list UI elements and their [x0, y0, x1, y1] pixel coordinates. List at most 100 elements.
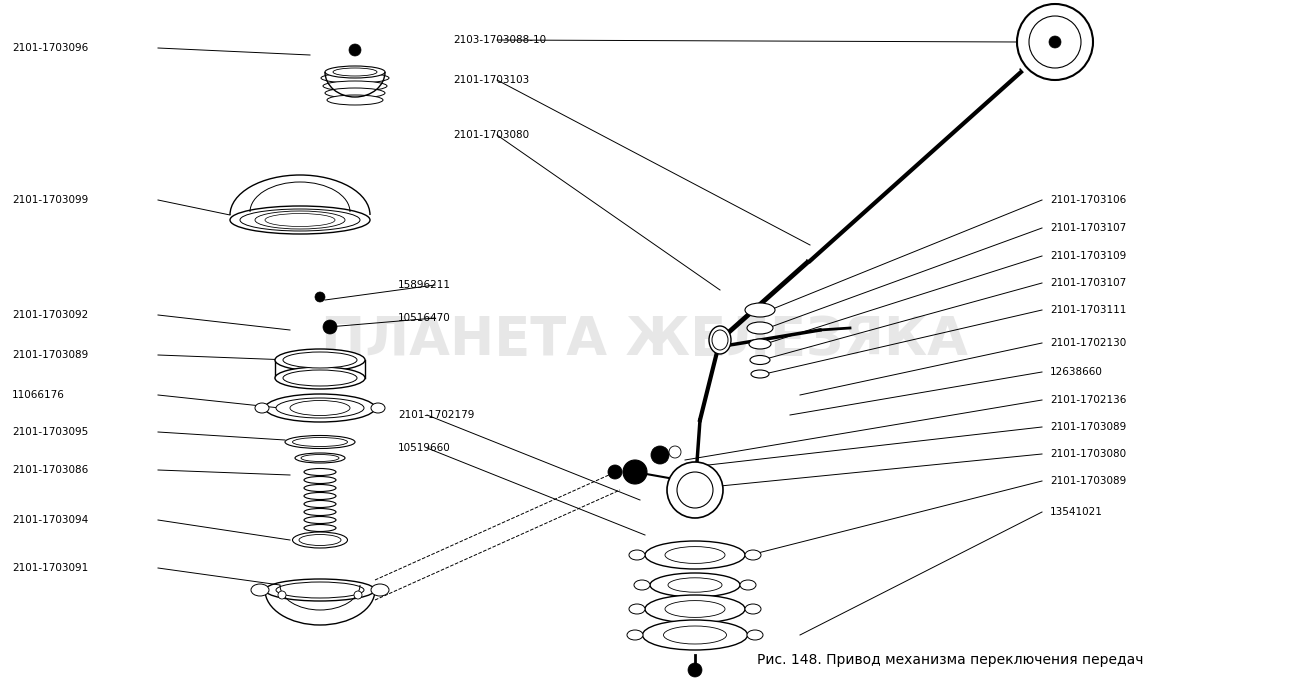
Text: 2101-1702130: 2101-1702130 [1050, 338, 1126, 348]
Ellipse shape [325, 88, 385, 98]
Text: 2101-1703103: 2101-1703103 [453, 75, 529, 85]
Text: 2101-1703099: 2101-1703099 [12, 195, 88, 205]
Circle shape [651, 446, 669, 464]
Text: 2101-1703106: 2101-1703106 [1050, 195, 1126, 205]
Circle shape [1017, 4, 1093, 80]
Ellipse shape [747, 322, 773, 334]
Ellipse shape [276, 398, 364, 418]
Text: 2101-1703092: 2101-1703092 [12, 310, 88, 320]
Text: 2103-1703088-10: 2103-1703088-10 [453, 35, 546, 45]
Text: 2101-1703089: 2101-1703089 [12, 350, 88, 360]
Ellipse shape [265, 579, 374, 601]
Ellipse shape [283, 352, 358, 368]
Circle shape [1050, 36, 1061, 48]
Text: 2101-1703089: 2101-1703089 [1050, 476, 1126, 486]
Ellipse shape [745, 550, 760, 560]
Circle shape [676, 472, 713, 508]
Ellipse shape [303, 477, 336, 484]
Ellipse shape [276, 582, 364, 598]
Circle shape [1029, 16, 1081, 68]
Ellipse shape [750, 355, 769, 365]
Ellipse shape [303, 516, 336, 523]
Circle shape [624, 460, 647, 484]
Ellipse shape [290, 401, 350, 415]
Ellipse shape [256, 211, 345, 229]
Text: 2101-1703096: 2101-1703096 [12, 43, 88, 53]
Ellipse shape [303, 468, 336, 475]
Circle shape [354, 591, 361, 599]
Ellipse shape [265, 213, 334, 227]
Ellipse shape [713, 330, 728, 350]
Ellipse shape [325, 66, 385, 78]
Ellipse shape [629, 604, 646, 614]
Ellipse shape [303, 525, 336, 532]
Ellipse shape [303, 500, 336, 507]
Circle shape [315, 292, 325, 302]
Text: 2101-1703094: 2101-1703094 [12, 515, 88, 525]
Ellipse shape [749, 339, 771, 349]
Ellipse shape [301, 454, 340, 461]
Text: 2101-1703095: 2101-1703095 [12, 427, 88, 437]
Text: Рис. 148. Привод механизма переключения передач: Рис. 148. Привод механизма переключения … [757, 653, 1144, 667]
Ellipse shape [303, 484, 336, 491]
Ellipse shape [321, 73, 389, 83]
Ellipse shape [664, 626, 727, 644]
Text: 2101-1703107: 2101-1703107 [1050, 278, 1126, 288]
Ellipse shape [285, 436, 355, 448]
Ellipse shape [240, 209, 360, 231]
Text: 2101-1703107: 2101-1703107 [1050, 223, 1126, 233]
Circle shape [688, 663, 702, 677]
Text: 2101-1703089: 2101-1703089 [1050, 422, 1126, 432]
Ellipse shape [629, 550, 646, 560]
Text: 11066176: 11066176 [12, 390, 65, 400]
Ellipse shape [265, 394, 374, 422]
Ellipse shape [250, 584, 269, 596]
Ellipse shape [293, 438, 347, 447]
Text: 2101-1702136: 2101-1702136 [1050, 395, 1126, 405]
Circle shape [349, 44, 361, 56]
Ellipse shape [293, 532, 347, 548]
Ellipse shape [327, 95, 383, 105]
Text: 2101-1703111: 2101-1703111 [1050, 305, 1126, 315]
Text: 10516470: 10516470 [398, 313, 451, 323]
Ellipse shape [667, 578, 722, 592]
Ellipse shape [303, 493, 336, 500]
Ellipse shape [230, 206, 371, 234]
Ellipse shape [296, 453, 345, 463]
Ellipse shape [333, 68, 377, 76]
Ellipse shape [371, 403, 385, 413]
Ellipse shape [665, 546, 726, 563]
Ellipse shape [300, 535, 341, 546]
Text: 2101-1703109: 2101-1703109 [1050, 251, 1126, 261]
Ellipse shape [745, 604, 760, 614]
Ellipse shape [371, 584, 389, 596]
Ellipse shape [649, 573, 740, 597]
Circle shape [669, 446, 680, 458]
Ellipse shape [665, 601, 726, 618]
Text: 15896211: 15896211 [398, 280, 451, 290]
Ellipse shape [303, 509, 336, 516]
Text: 2101-1702179: 2101-1702179 [398, 410, 474, 420]
Text: 12638660: 12638660 [1050, 367, 1103, 377]
Ellipse shape [745, 303, 775, 317]
Ellipse shape [283, 370, 358, 386]
Ellipse shape [643, 620, 747, 650]
Ellipse shape [634, 580, 649, 590]
Circle shape [323, 320, 337, 334]
Ellipse shape [709, 326, 731, 354]
Text: 13541021: 13541021 [1050, 507, 1103, 517]
Ellipse shape [740, 580, 757, 590]
Text: 10519660: 10519660 [398, 443, 451, 453]
Circle shape [278, 591, 287, 599]
Ellipse shape [646, 541, 745, 569]
Text: ПЛАНЕТА ЖЕЛЕЗЯКА: ПЛАНЕТА ЖЕЛЕЗЯКА [321, 314, 968, 366]
Ellipse shape [627, 630, 643, 640]
Circle shape [667, 462, 723, 518]
Text: 2101-1703080: 2101-1703080 [453, 130, 529, 140]
Ellipse shape [275, 367, 365, 389]
Ellipse shape [747, 630, 763, 640]
Circle shape [608, 465, 622, 479]
Ellipse shape [256, 403, 269, 413]
Ellipse shape [751, 370, 769, 378]
Ellipse shape [323, 81, 387, 91]
